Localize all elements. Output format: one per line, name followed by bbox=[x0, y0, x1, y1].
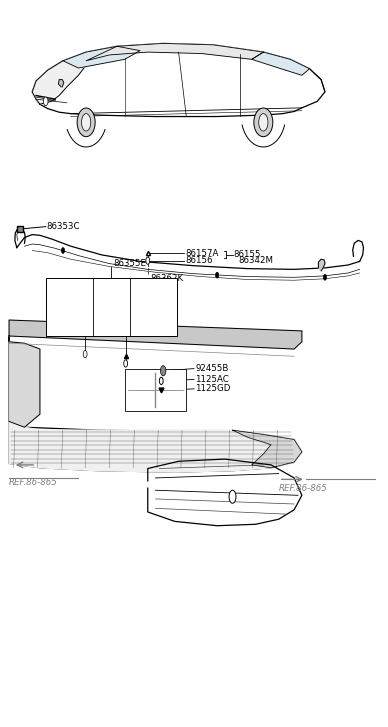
Bar bbox=[46, 278, 177, 336]
Polygon shape bbox=[148, 459, 302, 526]
Circle shape bbox=[229, 490, 236, 503]
Circle shape bbox=[124, 360, 128, 367]
Text: REF.86-865: REF.86-865 bbox=[9, 478, 58, 488]
Circle shape bbox=[324, 274, 327, 280]
Polygon shape bbox=[59, 79, 64, 87]
Circle shape bbox=[146, 257, 150, 265]
Text: 86362K: 86362K bbox=[151, 273, 184, 283]
Text: 86355E: 86355E bbox=[113, 259, 146, 268]
Polygon shape bbox=[9, 342, 40, 427]
Circle shape bbox=[159, 377, 163, 385]
Text: 92455B: 92455B bbox=[195, 364, 229, 373]
Polygon shape bbox=[32, 44, 325, 116]
Circle shape bbox=[259, 113, 268, 131]
Polygon shape bbox=[9, 422, 302, 472]
Polygon shape bbox=[86, 44, 263, 61]
Circle shape bbox=[161, 366, 166, 376]
Text: 86155: 86155 bbox=[234, 250, 261, 260]
Text: 86157A: 86157A bbox=[185, 249, 219, 258]
Ellipse shape bbox=[77, 108, 95, 137]
Polygon shape bbox=[32, 58, 86, 104]
Polygon shape bbox=[9, 336, 302, 472]
Text: 86353C: 86353C bbox=[47, 222, 80, 231]
Polygon shape bbox=[232, 430, 302, 467]
Polygon shape bbox=[252, 52, 310, 76]
Text: 86360G: 86360G bbox=[133, 294, 166, 303]
Text: 86156: 86156 bbox=[185, 256, 213, 265]
Circle shape bbox=[83, 350, 87, 358]
Circle shape bbox=[81, 113, 91, 131]
Polygon shape bbox=[319, 260, 325, 270]
Text: 86356M: 86356M bbox=[54, 311, 88, 320]
Bar bbox=[125, 369, 186, 411]
Text: 1125GD: 1125GD bbox=[195, 385, 230, 393]
Circle shape bbox=[61, 248, 64, 254]
Text: 86359C: 86359C bbox=[48, 294, 80, 303]
Circle shape bbox=[43, 97, 48, 105]
Ellipse shape bbox=[254, 108, 273, 137]
Text: 1125AC: 1125AC bbox=[195, 375, 229, 384]
Circle shape bbox=[216, 272, 219, 278]
Text: REF.86-865: REF.86-865 bbox=[279, 483, 327, 493]
Text: 86342M: 86342M bbox=[238, 256, 273, 265]
Polygon shape bbox=[9, 320, 302, 349]
Polygon shape bbox=[63, 47, 140, 68]
